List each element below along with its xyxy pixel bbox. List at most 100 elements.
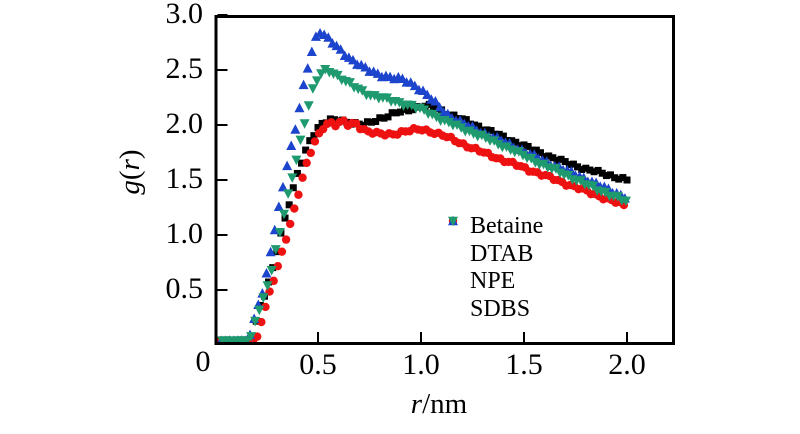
marker-square bbox=[363, 118, 371, 126]
marker-square bbox=[623, 176, 631, 184]
marker-triangle-down bbox=[287, 173, 298, 183]
marker-circle bbox=[257, 317, 266, 327]
marker-square bbox=[516, 142, 524, 150]
marker-triangle-down bbox=[493, 139, 504, 150]
marker-circle bbox=[269, 276, 278, 286]
marker-square bbox=[483, 126, 491, 134]
marker-triangle-up bbox=[409, 80, 420, 91]
legend-item-sdbs: SDBS bbox=[445, 216, 543, 324]
marker-triangle-down bbox=[311, 76, 322, 86]
marker-square bbox=[318, 119, 326, 127]
legend-label-dtab: DTAB bbox=[470, 240, 534, 267]
y-axis-label: g(r) bbox=[112, 117, 148, 227]
marker-triangle-up bbox=[294, 102, 305, 113]
marker-square bbox=[590, 168, 598, 176]
marker-triangle-up bbox=[442, 108, 453, 119]
marker-square bbox=[487, 127, 495, 135]
marker-triangle-up bbox=[273, 201, 284, 212]
marker-square bbox=[380, 114, 388, 122]
marker-triangle-up bbox=[335, 44, 346, 54]
marker-circle bbox=[277, 247, 287, 256]
triangle-down-glyph bbox=[448, 216, 458, 227]
marker-square bbox=[499, 132, 507, 140]
marker-square bbox=[619, 174, 627, 182]
marker-triangle-down bbox=[254, 305, 265, 316]
marker-circle bbox=[253, 332, 262, 341]
marker-triangle-up bbox=[430, 96, 441, 106]
marker-square bbox=[289, 184, 297, 192]
marker-square bbox=[462, 116, 470, 124]
x-label-symbol: r bbox=[410, 388, 423, 420]
marker-triangle-down bbox=[344, 78, 355, 88]
marker-square bbox=[409, 106, 417, 114]
marker-circle bbox=[285, 219, 295, 229]
marker-square bbox=[528, 146, 536, 154]
legend-label-betaine: Betaine bbox=[470, 213, 544, 240]
marker-square bbox=[549, 154, 557, 162]
legend-label-sdbs: SDBS bbox=[470, 295, 531, 322]
marker-triangle-down bbox=[517, 150, 528, 161]
marker-square bbox=[425, 100, 433, 108]
marker-triangle-down bbox=[279, 209, 290, 220]
marker-triangle-up bbox=[265, 246, 276, 257]
marker-circle bbox=[302, 158, 311, 168]
marker-square bbox=[569, 160, 577, 168]
marker-triangle-down bbox=[443, 117, 454, 128]
marker-square bbox=[310, 132, 318, 140]
marker-triangle-down bbox=[303, 101, 314, 111]
axes-frame bbox=[214, 15, 675, 345]
marker-triangle-down bbox=[427, 109, 438, 120]
marker-square bbox=[458, 115, 466, 123]
marker-triangle-down bbox=[299, 119, 310, 129]
marker-square bbox=[512, 138, 520, 146]
y-label-paren-open: ( bbox=[114, 170, 146, 181]
marker-triangle-up bbox=[261, 267, 272, 278]
marker-circle bbox=[290, 204, 299, 213]
legend: Betaine DTAB NPE SDBS bbox=[445, 213, 543, 323]
marker-square bbox=[565, 161, 573, 169]
marker-square bbox=[532, 146, 540, 154]
marker-triangle-down bbox=[307, 84, 318, 94]
marker-square bbox=[466, 120, 474, 128]
marker-triangle-down bbox=[316, 69, 327, 79]
marker-square bbox=[545, 152, 553, 160]
dtab-circle-icon bbox=[445, 216, 461, 262]
marker-square bbox=[557, 155, 565, 163]
marker-square bbox=[520, 141, 528, 149]
legend-item-npe: NPE bbox=[445, 215, 543, 296]
marker-triangle-down bbox=[250, 316, 261, 327]
marker-square bbox=[450, 111, 458, 119]
marker-square bbox=[314, 124, 322, 132]
marker-square bbox=[281, 214, 289, 222]
sdbs-triangle-down-icon bbox=[445, 216, 461, 317]
marker-triangle-up bbox=[348, 54, 359, 65]
marker-square bbox=[368, 118, 376, 126]
marker-triangle-up bbox=[323, 32, 334, 42]
marker-circle bbox=[310, 137, 320, 146]
marker-square bbox=[553, 156, 561, 164]
marker-square bbox=[285, 201, 293, 209]
marker-triangle-up bbox=[277, 181, 288, 192]
marker-square bbox=[405, 107, 413, 115]
marker-square bbox=[602, 172, 610, 180]
y-label-function: g bbox=[114, 180, 146, 195]
marker-triangle-down bbox=[476, 130, 487, 141]
marker-square bbox=[298, 159, 306, 167]
npe-triangle-up-icon bbox=[445, 215, 461, 290]
marker-square bbox=[607, 171, 615, 179]
marker-triangle-down bbox=[468, 129, 479, 139]
marker-square bbox=[491, 130, 499, 138]
marker-square bbox=[479, 126, 487, 134]
marker-triangle-up bbox=[298, 79, 309, 90]
marker-square bbox=[504, 136, 512, 144]
marker-circle bbox=[273, 261, 283, 271]
marker-square bbox=[475, 122, 483, 130]
marker-square bbox=[376, 114, 384, 122]
marker-circle bbox=[298, 173, 307, 182]
marker-square bbox=[429, 104, 437, 112]
marker-square bbox=[384, 113, 392, 121]
marker-triangle-down bbox=[369, 91, 380, 101]
marker-circle bbox=[294, 190, 303, 199]
marker-square bbox=[388, 109, 396, 117]
